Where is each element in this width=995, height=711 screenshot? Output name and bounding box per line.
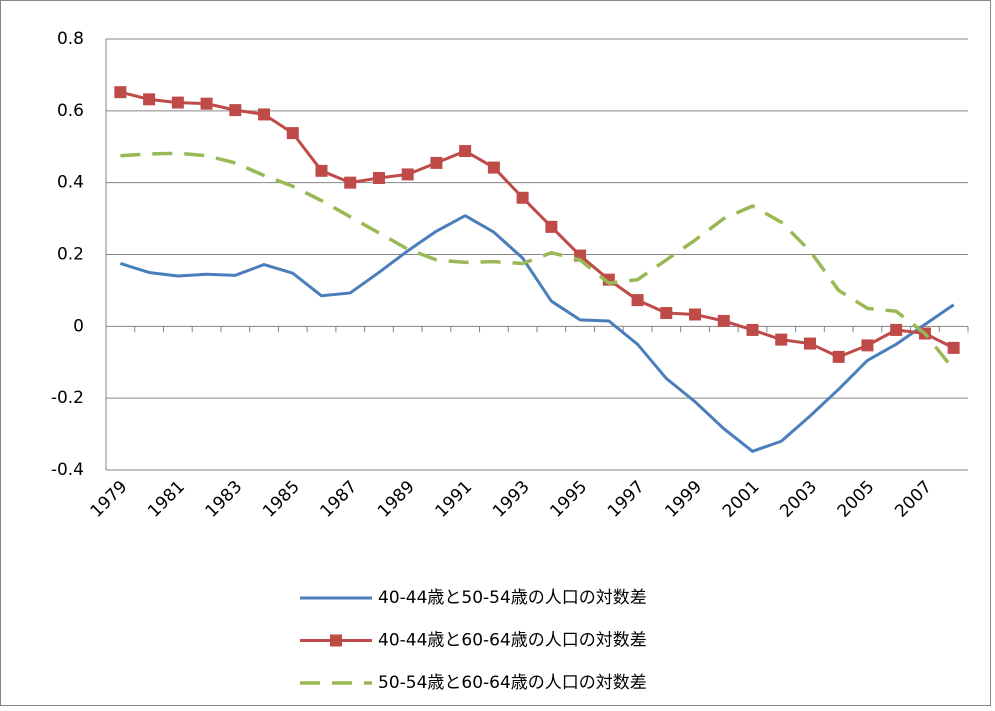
marker — [746, 323, 759, 336]
legend-label: 40-44歳と60-64歳の人口の対数差 — [378, 631, 647, 651]
marker — [430, 156, 443, 169]
y-tick-label: -0.4 — [51, 460, 84, 480]
marker — [775, 333, 788, 346]
marker — [803, 337, 816, 350]
series-line — [120, 151, 955, 371]
y-tick-label: 0.8 — [57, 29, 84, 49]
marker — [401, 168, 414, 181]
marker — [660, 307, 673, 320]
marker — [516, 191, 529, 204]
marker — [832, 350, 845, 363]
marker — [545, 220, 558, 233]
y-tick-label: 0.6 — [57, 101, 84, 121]
marker — [143, 93, 156, 106]
marker — [229, 104, 242, 117]
marker — [372, 171, 385, 184]
y-tick-label: 0.4 — [57, 173, 84, 193]
series-line — [119, 214, 955, 453]
marker — [258, 108, 271, 121]
marker — [114, 86, 127, 99]
marker — [459, 145, 472, 158]
y-tick-label: 0.2 — [57, 245, 84, 265]
marker — [487, 161, 500, 174]
marker — [286, 127, 299, 140]
marker — [861, 339, 874, 352]
legend-label: 50-54歳と60-64歳の人口の対数差 — [378, 673, 647, 693]
marker — [689, 308, 702, 321]
legend-marker — [330, 634, 342, 647]
y-tick-label: -0.2 — [51, 388, 84, 408]
marker — [890, 323, 903, 336]
legend-label: 40-44歳と50-54歳の人口の対数差 — [378, 588, 647, 608]
marker — [947, 341, 960, 354]
marker — [631, 294, 644, 307]
marker — [200, 97, 213, 110]
marker — [344, 176, 357, 189]
legend: 40-44歳と50-54歳の人口の対数差 40-44歳と60-64歳の人口の対数差… — [300, 588, 647, 693]
y-tick-label: 0 — [73, 316, 84, 336]
marker — [315, 164, 328, 177]
marker — [171, 96, 184, 109]
marker — [717, 314, 730, 327]
